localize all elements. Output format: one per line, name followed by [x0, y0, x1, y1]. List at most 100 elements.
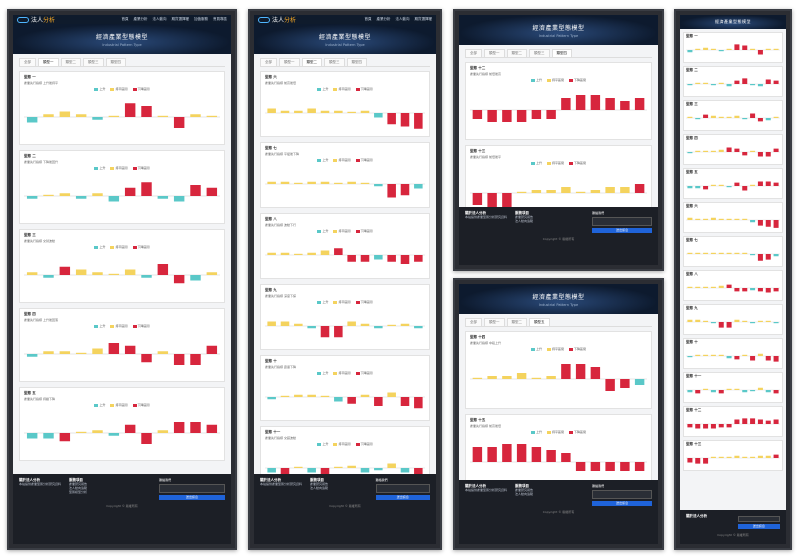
- chart-bar: [773, 220, 779, 228]
- chart-bar: [43, 351, 54, 354]
- pattern-chart: [686, 353, 780, 362]
- chart-bar: [59, 351, 71, 354]
- chart-bar: [334, 326, 343, 338]
- chart-bar: [605, 187, 615, 193]
- message-input[interactable]: [159, 484, 225, 493]
- brand-logo[interactable]: 法人分析: [17, 15, 55, 24]
- chart-legend: 上升 持平區間 下降區間: [470, 161, 647, 165]
- send-button[interactable]: 送出訊息: [159, 495, 225, 500]
- pattern-chart: [686, 44, 780, 55]
- tab[interactable]: 全部: [19, 58, 36, 66]
- page-subtitle: Industrial Pattern Type: [102, 42, 142, 47]
- tab[interactable]: 類型二: [506, 318, 527, 326]
- chart-bar: [718, 354, 724, 356]
- chart-bar: [531, 377, 542, 379]
- message-input[interactable]: [592, 490, 652, 499]
- screenshot-4: 經濟產業型態模型 Industrial Pattern Type 全部 類型一 …: [453, 278, 664, 550]
- tab[interactable]: 類型四: [105, 58, 126, 66]
- tab[interactable]: 類型一: [484, 318, 505, 326]
- tab[interactable]: 類型四: [346, 58, 367, 66]
- nav-item[interactable]: 首頁: [121, 17, 129, 21]
- chart-bar: [718, 218, 724, 220]
- tab[interactable]: 類型二: [60, 58, 81, 66]
- chart-bar: [267, 321, 276, 326]
- pattern-chart: [686, 284, 780, 293]
- pattern-card: 型態 六產業先行指標 前高後低 上升 持平區間 下降區間: [260, 71, 430, 137]
- pattern-card: 型態 五: [683, 168, 783, 199]
- chart-bar: [206, 187, 218, 196]
- chart-bar: [307, 394, 316, 397]
- pattern-card: 型態 十五 產業先行指標 前高後低 上升 持平區間 下降區間: [465, 414, 652, 492]
- chart-bar: [605, 379, 615, 391]
- tab[interactable]: 類型三: [529, 49, 550, 57]
- legend-swatch: [333, 442, 338, 446]
- chart-bar: [695, 319, 701, 322]
- chart-bar: [687, 390, 693, 393]
- tab[interactable]: 類型二: [506, 49, 527, 57]
- tab[interactable]: 類型三: [324, 58, 345, 66]
- nav-item[interactable]: 首頁: [364, 17, 372, 21]
- chart-bar: [307, 108, 316, 113]
- chart-bar: [267, 468, 276, 473]
- chart-bar: [307, 181, 316, 184]
- nav-menu: 首頁 產業分析 法人動向 期貨選擇權 加值服務 會員專區: [122, 17, 228, 22]
- chart-bar: [502, 376, 512, 379]
- tab[interactable]: 類型五: [529, 318, 550, 326]
- tab-bar: 全部 類型一 類型二 類型三 類型四: [260, 58, 430, 67]
- chart-bar: [742, 288, 748, 292]
- tab[interactable]: 類型一: [279, 58, 300, 66]
- chart-bar: [634, 379, 645, 385]
- tab[interactable]: 全部: [260, 58, 277, 66]
- tab[interactable]: 全部: [465, 318, 482, 326]
- nav-item[interactable]: 產業分析: [376, 17, 391, 21]
- tab[interactable]: 類型三: [83, 58, 104, 66]
- nav-item[interactable]: 期貨選擇權: [414, 17, 433, 21]
- nav-item[interactable]: 加值服務: [194, 17, 208, 21]
- legend-item: 下降區間: [569, 347, 586, 351]
- nav-item[interactable]: 法人動向: [395, 17, 410, 21]
- chart-bar: [400, 397, 410, 406]
- nav-item[interactable]: 法人動向: [152, 17, 167, 21]
- send-button[interactable]: 送出訊息: [375, 495, 430, 500]
- chart-bar: [472, 377, 483, 379]
- chart-bar: [726, 284, 732, 288]
- send-button[interactable]: 送出訊息: [737, 524, 780, 529]
- chart-bar: [742, 418, 748, 424]
- legend-item: 下降區間: [355, 442, 373, 446]
- send-button[interactable]: 送出訊息: [592, 228, 652, 233]
- chart-bar: [124, 103, 136, 117]
- legend-item: 上升: [530, 161, 542, 165]
- send-button[interactable]: 送出訊息: [592, 501, 652, 506]
- chart-bar: [726, 424, 732, 428]
- tab[interactable]: 類型二: [301, 58, 322, 66]
- chart-bar: [75, 114, 87, 117]
- nav-item[interactable]: 會員專區: [213, 17, 227, 21]
- chart-bar: [773, 254, 779, 257]
- message-input[interactable]: [592, 217, 652, 226]
- chart-bar: [750, 322, 756, 324]
- message-input[interactable]: [375, 484, 430, 493]
- brand-logo[interactable]: 法人分析: [258, 15, 296, 24]
- chart-legend: 上升 持平區間 下降區間: [265, 442, 425, 446]
- card-description: 產業先行指標 前低後平: [470, 155, 501, 159]
- chart-bar: [173, 117, 185, 128]
- tab[interactable]: 類型一: [38, 58, 59, 66]
- chart-bar: [43, 114, 54, 117]
- nav-item[interactable]: 期貨選擇權: [171, 17, 190, 21]
- chart-bar: [605, 98, 615, 110]
- message-input[interactable]: [737, 516, 780, 522]
- chart-bar: [206, 424, 218, 433]
- chart-bar: [387, 255, 396, 262]
- chart-bar: [726, 388, 732, 390]
- chart-bar: [620, 187, 630, 193]
- chart-bar: [294, 466, 303, 468]
- tab[interactable]: 類型一: [484, 49, 505, 57]
- card-title: 型態 一: [686, 34, 698, 38]
- chart-bar: [718, 149, 724, 152]
- nav-item[interactable]: 產業分析: [133, 17, 148, 21]
- tab[interactable]: 類型四: [551, 49, 572, 57]
- legend-item: 上升: [317, 300, 328, 304]
- chart-bar: [750, 390, 756, 392]
- chart-bar: [75, 352, 87, 354]
- tab[interactable]: 全部: [465, 49, 482, 57]
